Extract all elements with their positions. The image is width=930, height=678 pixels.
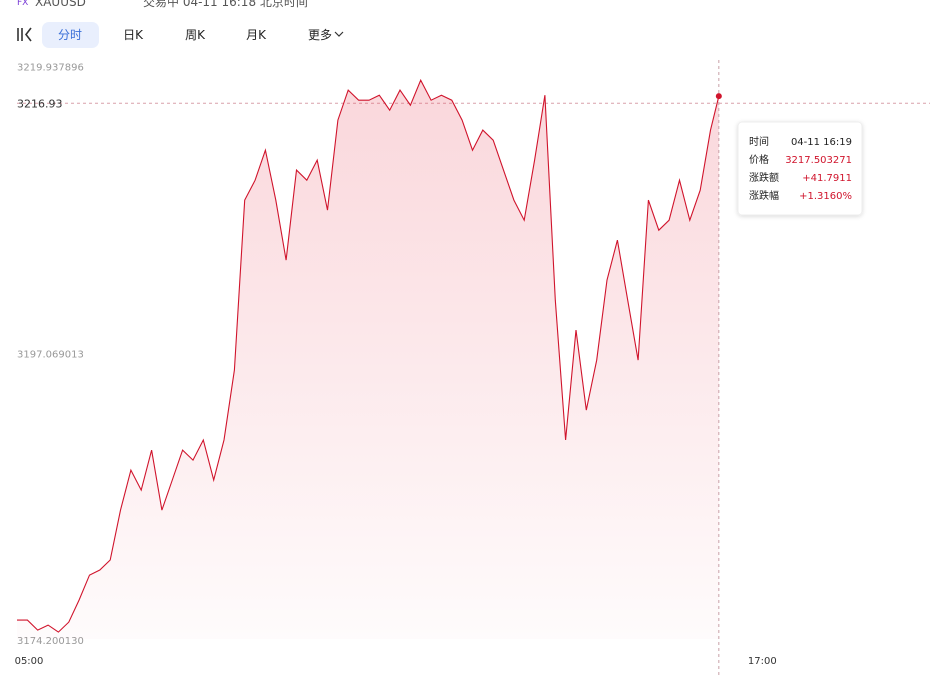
last-point: [715, 93, 722, 100]
tooltip-box: [737, 121, 863, 216]
x-tick-label: 17:00: [748, 656, 777, 667]
area: [17, 80, 719, 639]
tab[interactable]: 日K: [123, 28, 144, 42]
chevron: [334, 31, 344, 37]
tooltip-value: +41.7911: [802, 173, 852, 184]
price-line: [17, 78, 720, 633]
symbol: XAUUSD: [35, 0, 86, 9]
tooltip-label: 涨跌幅: [749, 189, 779, 202]
status: 交易中 04-11 16:18 北京时间: [143, 0, 308, 9]
tab[interactable]: 分时: [58, 28, 82, 42]
current-price-label: 3216.93: [17, 97, 63, 110]
tooltip-label: 价格: [749, 153, 769, 166]
y-tick-label: 3197.069013: [17, 349, 84, 360]
tab[interactable]: 周K: [185, 28, 206, 42]
tooltip-label: 涨跌额: [749, 171, 779, 184]
tooltip-label: 时间: [749, 135, 769, 148]
tooltip-value: 04-11 16:19: [791, 137, 852, 148]
tab-active-bg: [42, 22, 99, 48]
tab[interactable]: 月K: [246, 28, 267, 42]
tooltip-value: +1.3160%: [799, 191, 852, 202]
badge: FX: [17, 0, 28, 8]
kline-icon[interactable]: [17, 27, 32, 42]
y-tick-label: 3174.200130: [17, 636, 84, 647]
x-tick-label: 05:00: [15, 656, 44, 667]
tab[interactable]: 更多: [308, 28, 332, 42]
tooltip-value: 3217.503271: [785, 155, 852, 166]
y-tick-label: 3219.937896: [17, 63, 84, 74]
